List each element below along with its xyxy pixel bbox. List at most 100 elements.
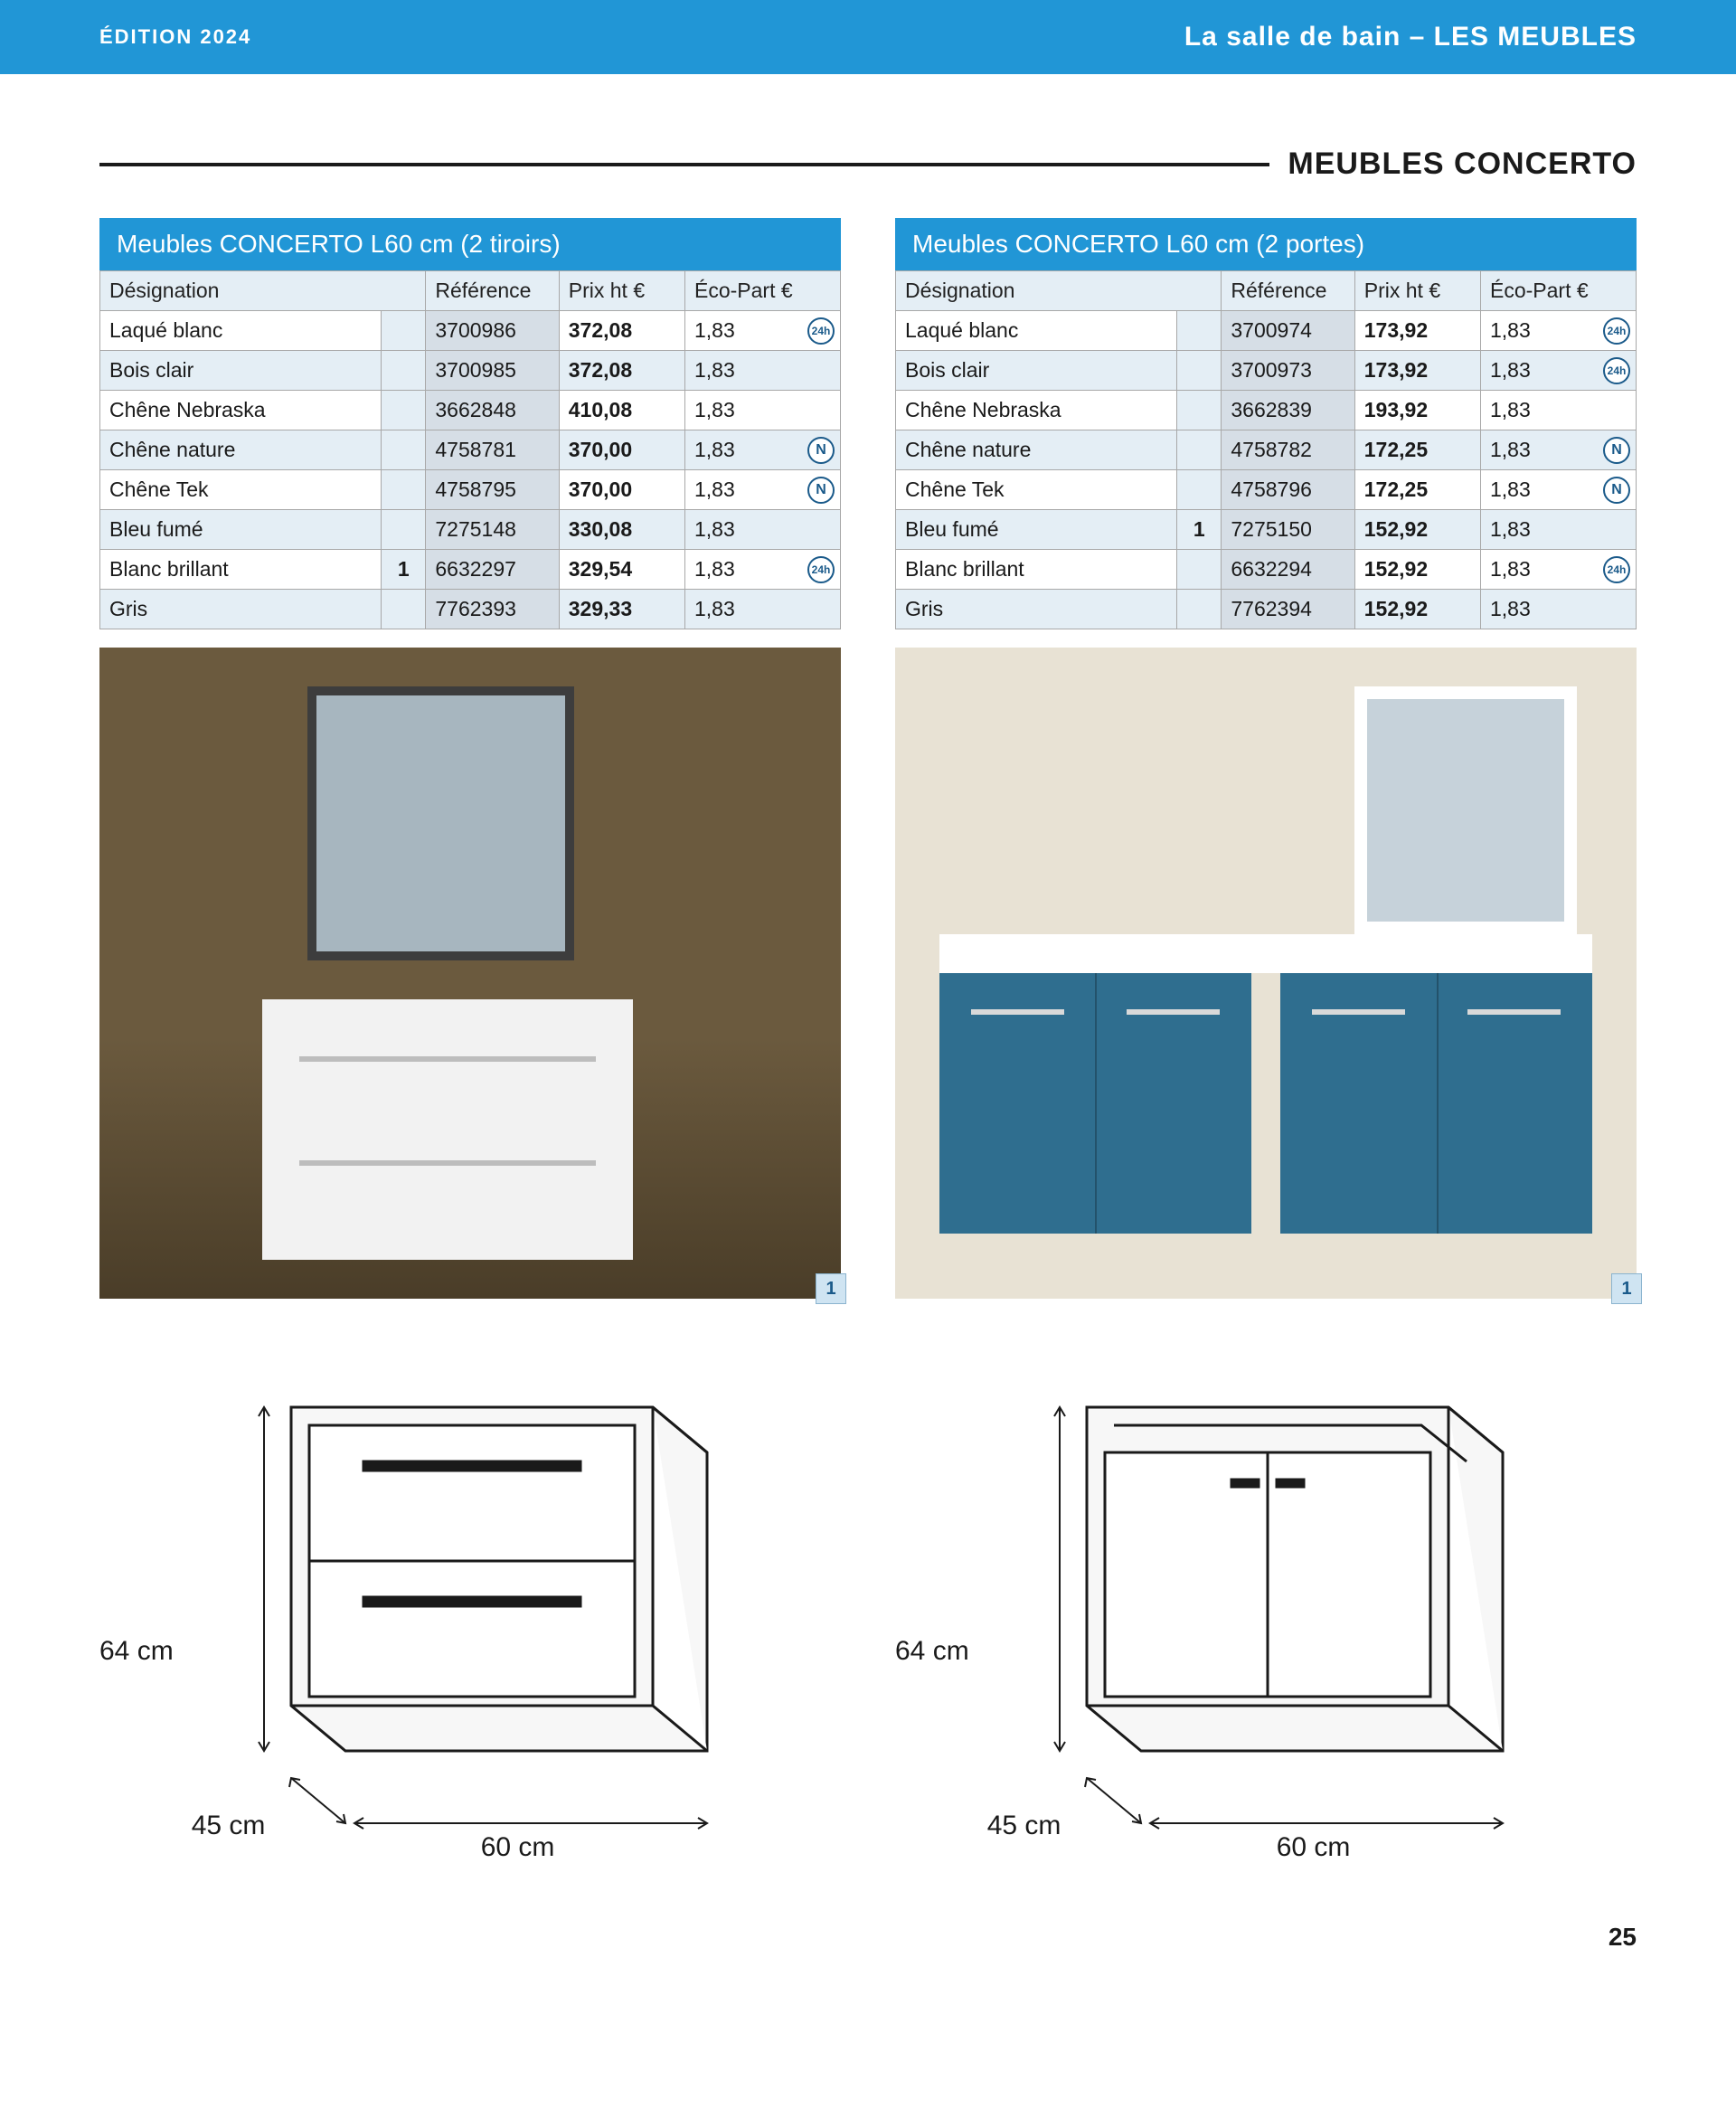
table-row: Bleu fumé17275150152,921,83 [896,510,1637,550]
table-row: Chêne Tek4758796172,251,83N [896,470,1637,510]
cell-price: 172,25 [1354,430,1480,470]
table-right: Désignation Référence Prix ht € Éco-Part… [895,270,1637,629]
dim-depth-left: 45 cm [192,1811,266,1841]
badge-new-icon: N [1603,437,1630,464]
cell-price: 152,92 [1354,510,1480,550]
table-left-wrap: Meubles CONCERTO L60 cm (2 tiroirs) Dési… [99,218,841,629]
cell-ecopart: 1,8324h [1480,550,1636,590]
cell-designation: Bleu fumé [896,510,1177,550]
col-reference: Référence [426,271,559,311]
cell-ecopart: 1,83 [1480,510,1636,550]
cell-note [382,470,426,510]
table-row: Chêne nature4758781370,001,83N [100,430,841,470]
cell-note [382,430,426,470]
cell-note [1177,470,1222,510]
col-price: Prix ht € [1354,271,1480,311]
badge-new-icon: N [807,477,835,504]
cell-note [1177,351,1222,391]
cell-note [382,391,426,430]
breadcrumb: La salle de bain – LES MEUBLES [1184,22,1637,52]
table-left: Désignation Référence Prix ht € Éco-Part… [99,270,841,629]
cell-note [382,590,426,629]
table-right-wrap: Meubles CONCERTO L60 cm (2 portes) Désig… [895,218,1637,629]
edition-label: ÉDITION 2024 [99,25,251,49]
table-row: Bleu fumé7275148330,081,83 [100,510,841,550]
cell-ecopart: 1,83 [1480,391,1636,430]
diagram-right-wrap: 64 cm [895,1353,1637,1859]
badge-24h-icon: 24h [807,556,835,583]
table-right-title: Meubles CONCERTO L60 cm (2 portes) [895,218,1637,270]
diagram-drawers: 45 cm 60 cm [183,1353,761,1859]
badge-24h-icon: 24h [1603,357,1630,384]
cell-reference: 4758782 [1222,430,1354,470]
cell-reference: 3700985 [426,351,559,391]
badge-new-icon: N [807,437,835,464]
badge-24h-icon: 24h [807,317,835,345]
col-ecopart: Éco-Part € [684,271,840,311]
cell-note [1177,430,1222,470]
table-row: Bois clair3700973173,921,8324h [896,351,1637,391]
cell-reference: 3662848 [426,391,559,430]
col-price: Prix ht € [559,271,684,311]
cell-price: 329,54 [559,550,684,590]
cell-price: 152,92 [1354,550,1480,590]
table-row: Blanc brillant6632294152,921,8324h [896,550,1637,590]
cell-price: 193,92 [1354,391,1480,430]
table-row: Gris7762393329,331,83 [100,590,841,629]
catalogue-page: ÉDITION 2024 La salle de bain – LES MEUB… [0,0,1736,2006]
col-reference: Référence [1222,271,1354,311]
cell-ecopart: 1,8324h [684,311,840,351]
photo-tag-right: 1 [1611,1273,1642,1304]
cell-ecopart: 1,83N [684,470,840,510]
cell-price: 173,92 [1354,311,1480,351]
cabinet-right-icon [1280,973,1591,1234]
table-row: Bois clair3700985372,081,83 [100,351,841,391]
cell-price: 329,33 [559,590,684,629]
cell-ecopart: 1,8324h [1480,311,1636,351]
cell-designation: Laqué blanc [100,311,382,351]
cell-reference: 4758796 [1222,470,1354,510]
cell-reference: 6632297 [426,550,559,590]
cell-designation: Bois clair [896,351,1177,391]
cell-note [382,311,426,351]
cell-ecopart: 1,83N [684,430,840,470]
mirror-icon [307,686,574,960]
cell-note [382,351,426,391]
table-left-title: Meubles CONCERTO L60 cm (2 tiroirs) [99,218,841,270]
col-ecopart: Éco-Part € [1480,271,1636,311]
cell-reference: 3662839 [1222,391,1354,430]
diagrams-row: 64 cm [99,1353,1637,1859]
cell-designation: Blanc brillant [100,550,382,590]
cell-price: 152,92 [1354,590,1480,629]
photos-row: 1 1 [99,648,1637,1299]
cell-designation: Gris [100,590,382,629]
cell-note [1177,590,1222,629]
photo-right-wrap: 1 [895,648,1637,1299]
cell-reference: 7275150 [1222,510,1354,550]
product-photo-drawers [99,648,841,1299]
cell-designation: Chêne Tek [896,470,1177,510]
cell-note [1177,391,1222,430]
table-row: Chêne nature4758782172,251,83N [896,430,1637,470]
table-header-row: Désignation Référence Prix ht € Éco-Part… [100,271,841,311]
cell-note: 1 [1177,510,1222,550]
cell-reference: 7762393 [426,590,559,629]
section-title: MEUBLES CONCERTO [1288,147,1637,182]
diagram-left-wrap: 64 cm [99,1353,841,1859]
cell-designation: Bois clair [100,351,382,391]
counter-icon [939,934,1592,973]
cell-ecopart: 1,83 [684,391,840,430]
cell-note [382,510,426,550]
dim-height-right: 64 cm [895,1636,969,1667]
cabinet-left-icon [939,973,1250,1234]
cell-ecopart: 1,83 [1480,590,1636,629]
photo-tag-left: 1 [816,1273,846,1304]
section-heading: MEUBLES CONCERTO [99,147,1637,182]
product-photo-doors [895,648,1637,1299]
cell-ecopart: 1,8324h [1480,351,1636,391]
cell-note [1177,311,1222,351]
cell-note [1177,550,1222,590]
photo-left-wrap: 1 [99,648,841,1299]
dim-width-right: 60 cm [1277,1832,1351,1863]
cell-price: 173,92 [1354,351,1480,391]
